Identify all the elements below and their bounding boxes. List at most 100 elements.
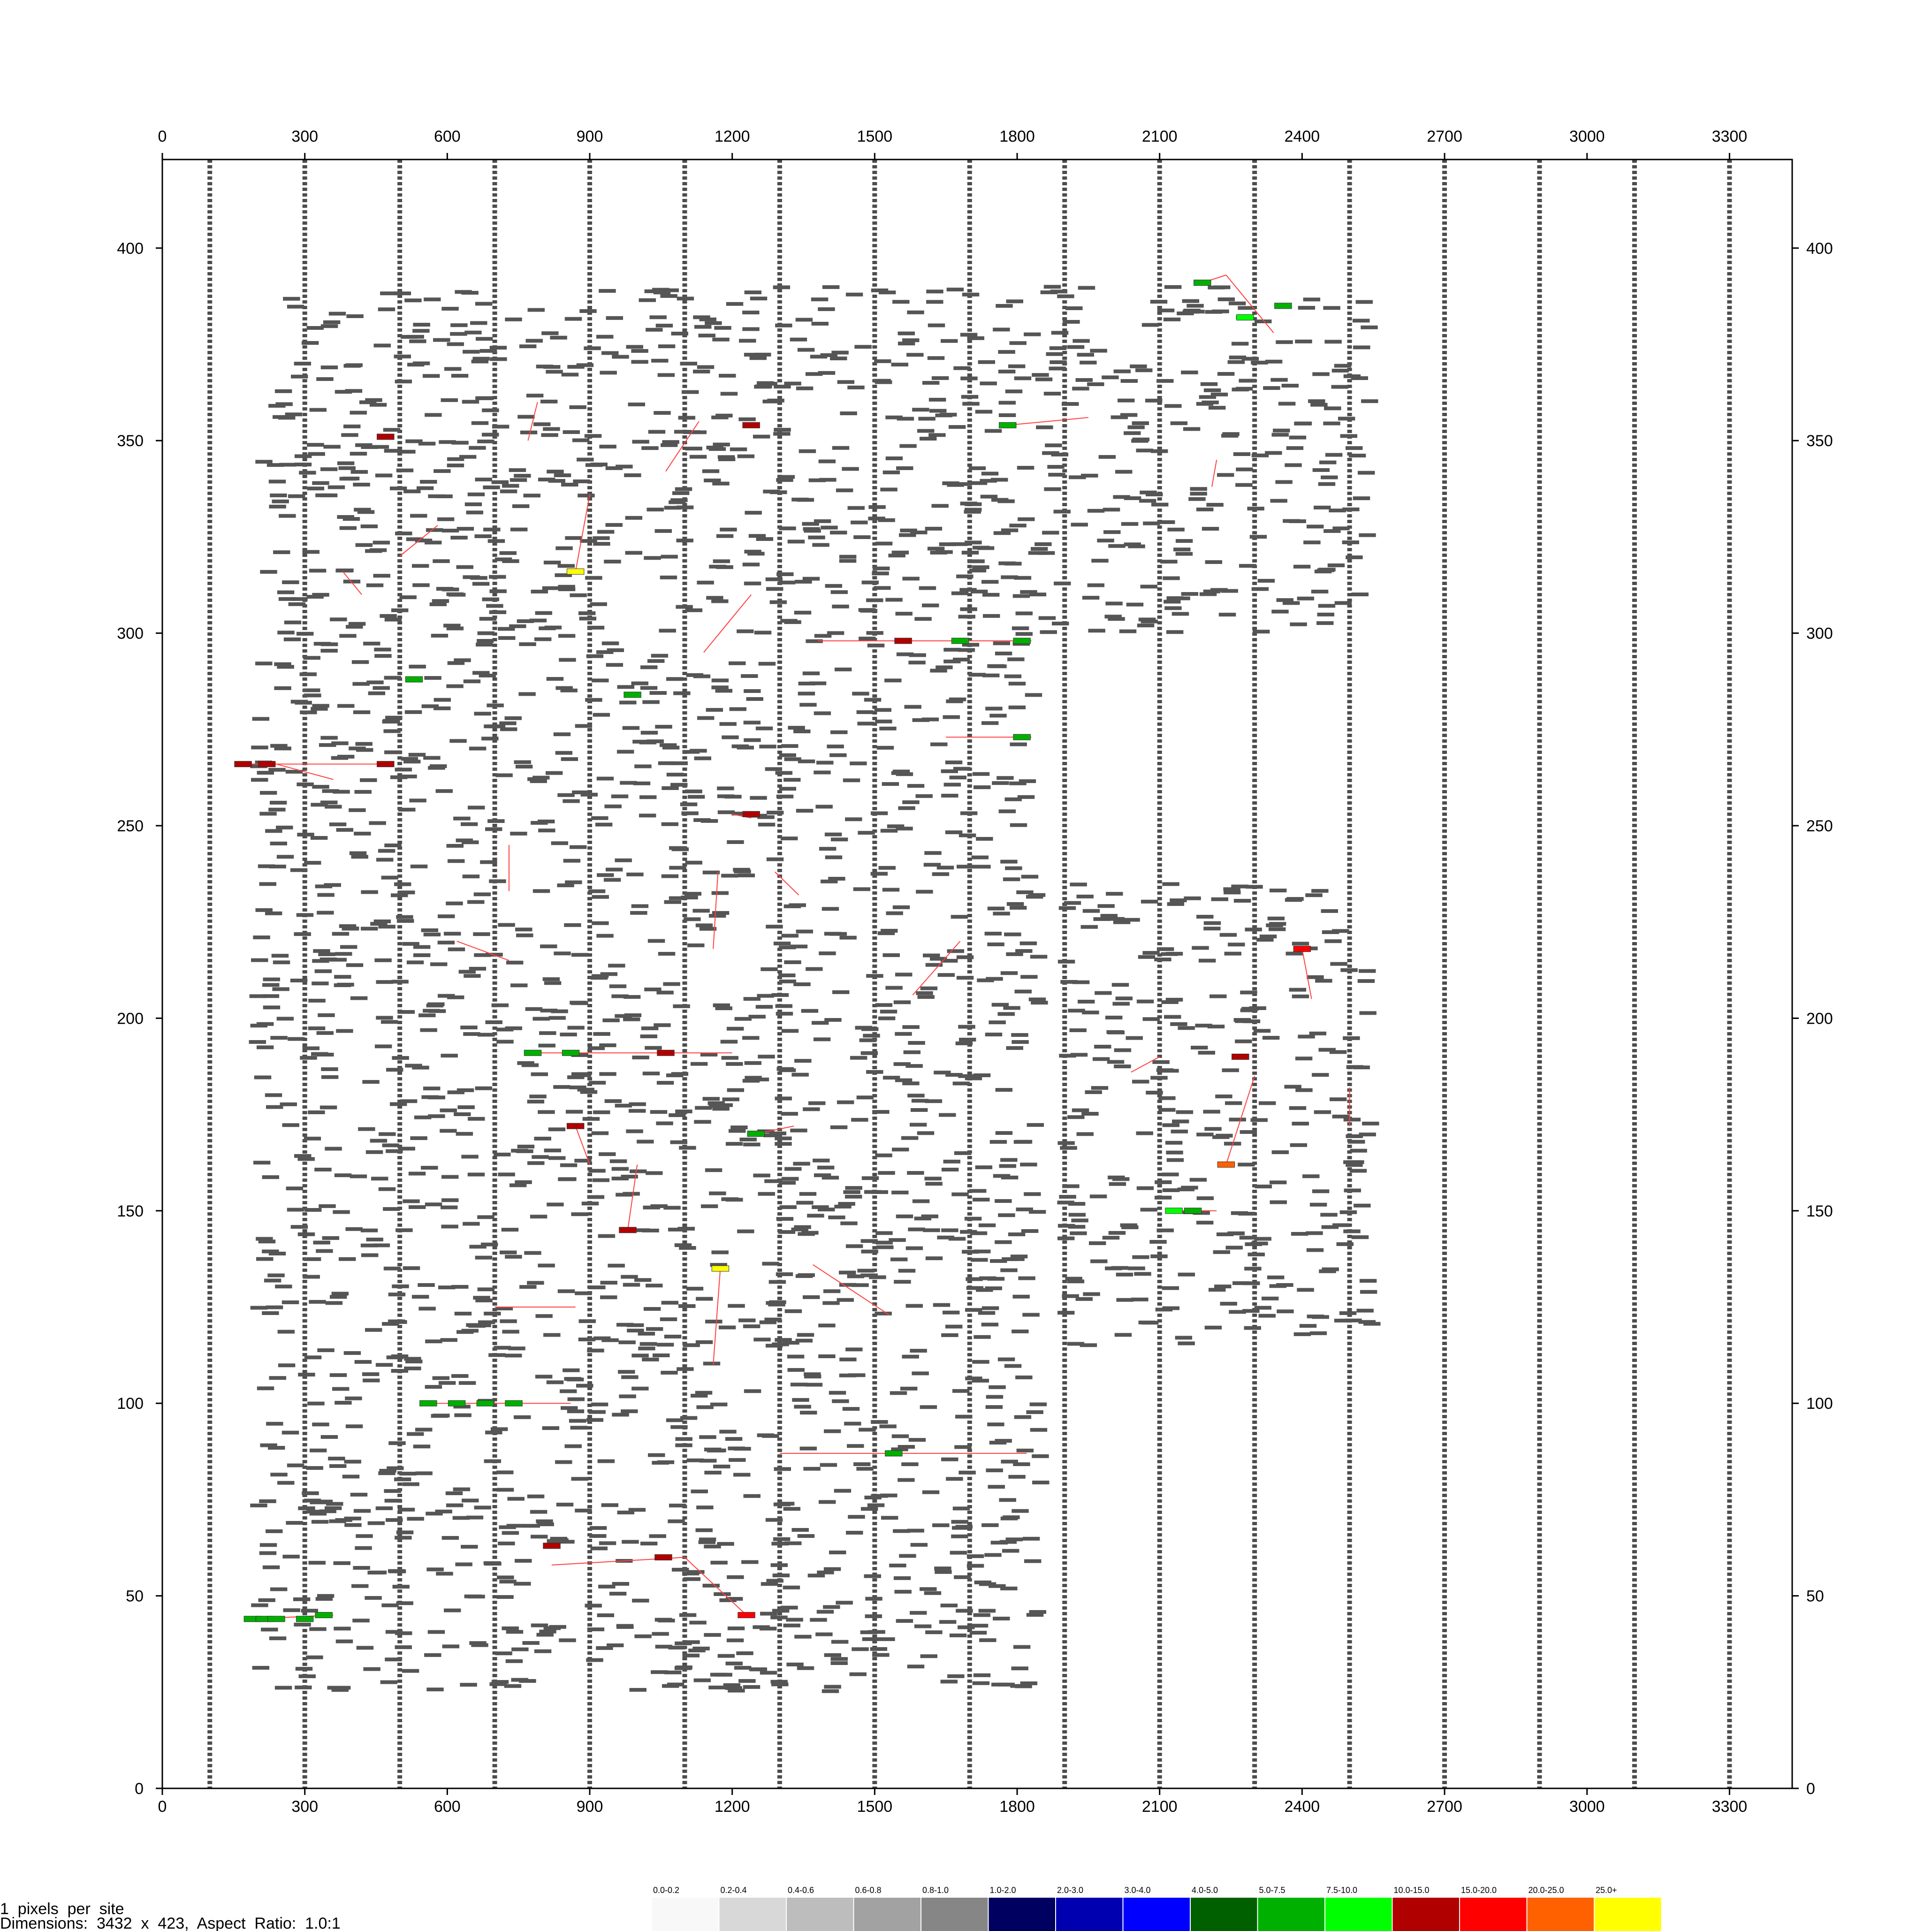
site-block — [1200, 382, 1218, 386]
site-block — [585, 463, 603, 467]
site-block — [889, 1563, 906, 1567]
site-block — [998, 1213, 1015, 1217]
site-block — [558, 634, 576, 638]
site-block — [1106, 1030, 1124, 1034]
site-block — [1088, 629, 1105, 633]
site-block — [830, 730, 848, 734]
site-block — [682, 1572, 700, 1576]
site-block — [1032, 373, 1049, 377]
site-block — [696, 1297, 713, 1301]
site-block — [294, 463, 312, 467]
site-block — [1221, 589, 1238, 593]
site-block — [652, 1632, 669, 1636]
site-block — [859, 1038, 877, 1042]
site-block — [738, 417, 756, 421]
site-block — [295, 1685, 312, 1689]
site-block — [579, 616, 597, 621]
site-block — [403, 489, 421, 494]
site-block — [1016, 1207, 1033, 1211]
site-block — [1015, 949, 1033, 953]
site-block — [296, 631, 314, 636]
site-block — [454, 1112, 471, 1117]
site-block — [697, 580, 714, 585]
site-block — [554, 951, 571, 956]
site-block — [764, 1317, 782, 1322]
site-block — [787, 1368, 805, 1372]
site-block — [316, 1249, 333, 1253]
site-block — [952, 1506, 970, 1511]
site-block — [766, 925, 783, 929]
site-block — [267, 1273, 285, 1277]
colored-block — [1293, 946, 1311, 952]
site-block — [1297, 596, 1315, 601]
site-block — [708, 914, 726, 918]
site-block — [719, 373, 736, 378]
site-block — [1347, 1160, 1364, 1164]
site-block — [307, 487, 325, 491]
site-block — [1317, 612, 1334, 616]
site-block — [360, 778, 377, 782]
site-block — [1087, 509, 1105, 513]
site-block — [1353, 319, 1370, 323]
site-block — [274, 686, 291, 690]
site-block — [984, 429, 1002, 433]
site-block — [990, 1541, 1008, 1545]
site-block — [1332, 526, 1350, 531]
site-block — [574, 1158, 592, 1163]
site-block — [502, 484, 519, 488]
site-block — [1057, 1224, 1075, 1228]
site-block — [1359, 533, 1376, 537]
site-block — [960, 333, 978, 337]
site-block — [619, 1394, 636, 1399]
site-block — [1008, 364, 1026, 368]
site-block — [1359, 969, 1376, 973]
link-line — [1131, 1056, 1160, 1073]
site-block — [1291, 1232, 1308, 1236]
site-block — [1312, 1073, 1329, 1077]
site-block — [500, 1319, 517, 1323]
site-block — [1060, 980, 1078, 984]
site-block — [1359, 1133, 1376, 1137]
site-block — [945, 1073, 963, 1077]
site-block — [1202, 527, 1219, 531]
site-block — [306, 595, 324, 599]
legend-swatch — [1595, 1898, 1661, 1931]
site-block — [1075, 378, 1093, 382]
site-block — [407, 363, 425, 367]
site-block — [277, 590, 295, 594]
site-block — [256, 1022, 274, 1026]
site-block — [745, 510, 762, 515]
site-block — [356, 1534, 373, 1538]
site-block — [451, 1285, 469, 1289]
site-block — [342, 927, 359, 931]
site-block — [797, 348, 815, 352]
site-block — [816, 760, 834, 765]
site-block — [539, 1629, 556, 1634]
site-block — [601, 1503, 618, 1507]
link-line — [627, 1164, 638, 1230]
site-block — [1342, 540, 1360, 545]
site-block — [766, 811, 784, 815]
site-block — [1351, 376, 1368, 380]
x-tick-label-bottom: 2100 — [1142, 1798, 1178, 1816]
site-block — [365, 1150, 383, 1154]
site-block — [1329, 509, 1346, 513]
site-block — [1323, 306, 1340, 310]
site-block — [571, 953, 589, 957]
site-block — [460, 1683, 477, 1687]
site-block — [632, 1228, 650, 1232]
site-block — [656, 990, 674, 995]
site-block — [1298, 1034, 1315, 1039]
site-block — [555, 751, 573, 755]
site-block — [328, 312, 346, 316]
site-block — [949, 1633, 967, 1637]
site-block — [925, 1630, 943, 1635]
site-block — [308, 452, 325, 456]
site-block — [727, 1626, 745, 1630]
site-block — [790, 1128, 807, 1133]
site-block — [1034, 542, 1052, 546]
site-block — [1255, 1185, 1272, 1189]
site-block — [1016, 890, 1034, 894]
site-block — [409, 339, 426, 343]
site-block — [857, 722, 875, 726]
